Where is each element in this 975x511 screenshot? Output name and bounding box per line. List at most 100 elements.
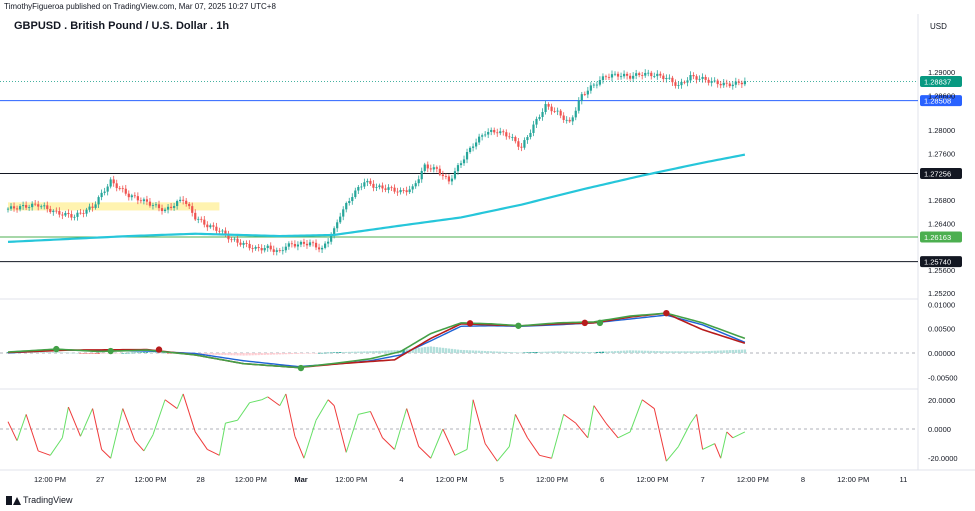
price-tick-label: 1.27600 [928,149,955,158]
candle-body [357,187,360,191]
macd-histogram-bar [260,352,263,356]
candle-body [656,73,659,77]
macd-histogram-bar [607,351,611,353]
candle-body [76,212,79,217]
time-tick-label: 5 [500,475,504,484]
candle-body [565,119,568,121]
oscillator-segment [49,437,63,456]
candle-body [372,183,375,188]
currency-label[interactable]: USD [930,22,947,31]
macd-histogram-bar [314,352,318,354]
macd-histogram-bar [151,352,155,353]
oscillator-segment [80,408,94,437]
oscillator-segment [702,443,715,450]
oscillator-segment [101,449,112,459]
candle-body [139,200,142,202]
candle-body [731,84,734,87]
time-tick-label: 12:00 PM [636,475,668,484]
macd-histogram-bar [154,352,158,354]
macd-histogram-bar [275,352,278,355]
candle-body [438,168,441,175]
candle-body [686,80,689,83]
macd-histogram-bar [163,352,167,354]
candle-body [725,82,728,84]
macd-histogram-bar [689,351,692,353]
macd-histogram-bar [296,352,300,354]
macd-histogram-bar [166,352,170,354]
oscillator-segment [677,422,691,447]
candle-body [18,206,22,210]
macd-cross-marker [663,309,670,317]
macd-histogram-bar [118,352,121,354]
candle-body [327,241,330,244]
candle-body [230,239,233,241]
oscillator-segment [16,414,27,441]
candle-body [317,247,321,250]
oscillator-tick-label: 0.0000 [928,425,951,434]
candle-body [112,179,115,184]
macd-histogram-bar [40,352,43,353]
oscillator-segment [25,414,39,452]
candle-body [348,201,351,204]
time-tick-label: Mar [294,475,307,484]
macd-histogram-bar [284,352,288,355]
macd-histogram-bar [209,352,212,355]
macd-histogram-bar [127,352,130,354]
macd-histogram-bar [541,351,544,353]
oscillator-segment [472,399,486,444]
time-tick-label: 7 [701,475,705,484]
macd-histogram-bar [474,350,478,353]
macd-histogram-bar [52,352,55,353]
candle-body [79,212,82,214]
candle-body [453,171,457,179]
time-tick-label: 12:00 PM [837,475,869,484]
macd-histogram-bar [239,352,242,356]
candle-body [281,250,284,252]
candle-body [487,131,490,135]
macd-histogram-bar [674,351,677,353]
candle-body [716,80,719,85]
macd-histogram-bar [142,352,146,353]
macd-histogram-bar [308,352,312,354]
macd-histogram-bar [329,352,333,354]
candle-body [417,179,420,184]
oscillator-segment [575,422,589,439]
candle-body [641,75,644,76]
macd-histogram-bar [517,352,520,354]
candle-body [263,248,266,251]
macd-cross-marker [515,322,522,329]
candle-body [88,206,91,210]
macd-histogram-bar [480,350,484,353]
macd-histogram-bar [707,350,710,353]
candle-body [447,176,451,182]
macd-histogram-bar [94,352,97,354]
candle-body [635,73,638,76]
oscillator-segment [508,414,516,447]
candle-body [737,81,740,83]
macd-histogram-bar [317,352,321,354]
candle-body [556,110,559,112]
candle-body [484,134,487,136]
macd-histogram-bar [230,352,233,356]
macd-histogram-bar [37,352,40,353]
oscillator-segment [92,408,103,450]
macd-histogram-bar [293,352,297,354]
macd-histogram-bar [456,349,460,353]
candle-body [272,249,275,252]
candle-body [520,146,523,148]
oscillator-tick-label: 20.0000 [928,396,955,405]
candle-body [613,73,617,75]
candle-body [562,115,565,120]
macd-histogram-bar [390,350,393,353]
macd-histogram-bar [420,347,423,353]
candle-body [595,84,598,86]
macd-histogram-bar [112,352,115,354]
candle-body [459,163,463,166]
candle-body [157,204,161,209]
time-tick-label: 12:00 PM [134,475,166,484]
macd-histogram-bar [701,351,704,353]
macd-histogram-bar [103,352,106,354]
macd-histogram-bar [444,348,448,353]
candle-body [314,242,318,248]
